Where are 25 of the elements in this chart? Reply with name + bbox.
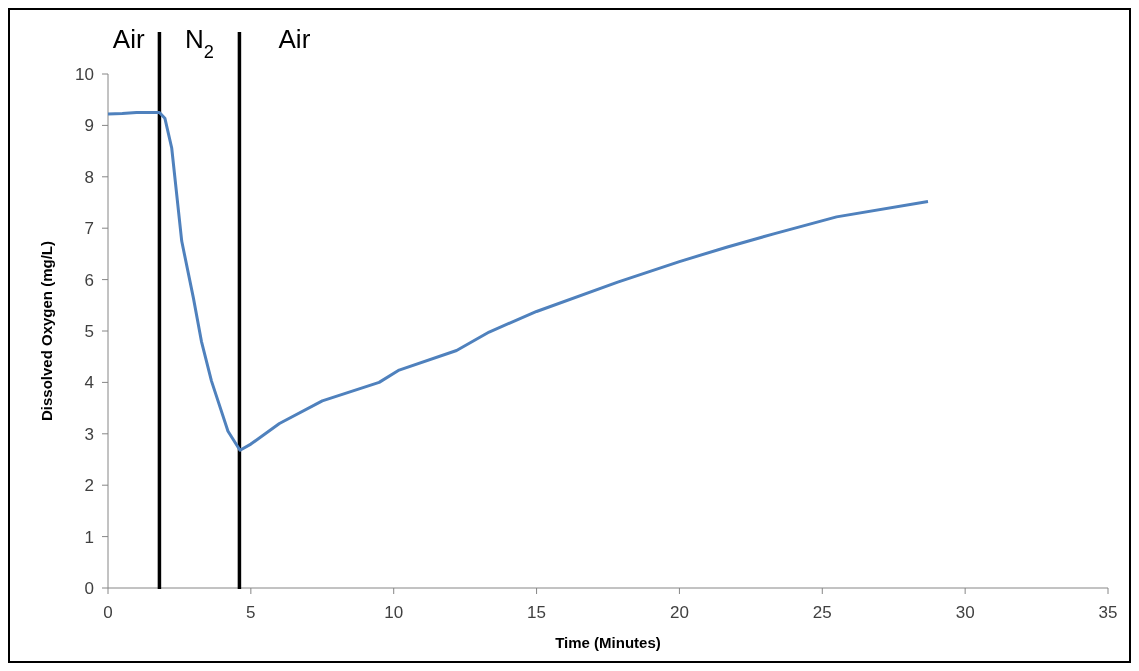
y-tick-label: 1 (84, 527, 94, 547)
y-tick-label: 2 (84, 476, 94, 496)
x-tick-label: 20 (669, 603, 689, 622)
x-tick-label: 0 (103, 603, 113, 622)
y-tick-label: 4 (84, 373, 94, 393)
y-tick-label: 3 (84, 424, 94, 444)
x-tick-label: 30 (955, 603, 975, 622)
text: Air (278, 24, 311, 54)
x-tick-label: 10 (384, 603, 404, 622)
y-tick-label: 7 (84, 219, 94, 239)
x-tick-label: 15 (527, 603, 547, 622)
y-axis-title: Dissolved Oxygen (mg/L) (38, 240, 55, 422)
y-tick-label: 6 (84, 270, 94, 290)
text: Air (112, 24, 145, 54)
x-tick-label: 5 (246, 603, 256, 622)
x-tick-label: 25 (812, 603, 832, 622)
y-tick-label: 5 (84, 321, 94, 341)
y-tick-label: 10 (75, 64, 94, 84)
line-series (106, 111, 930, 452)
y-tick-label: 9 (84, 116, 94, 136)
x-axis-title: Time (Minutes) (555, 634, 661, 651)
text: N$_{2}$ (184, 24, 214, 62)
y-tick-label: 8 (84, 167, 94, 187)
x-tick-label: 35 (1098, 603, 1118, 622)
y-tick-label: 0 (84, 578, 94, 598)
